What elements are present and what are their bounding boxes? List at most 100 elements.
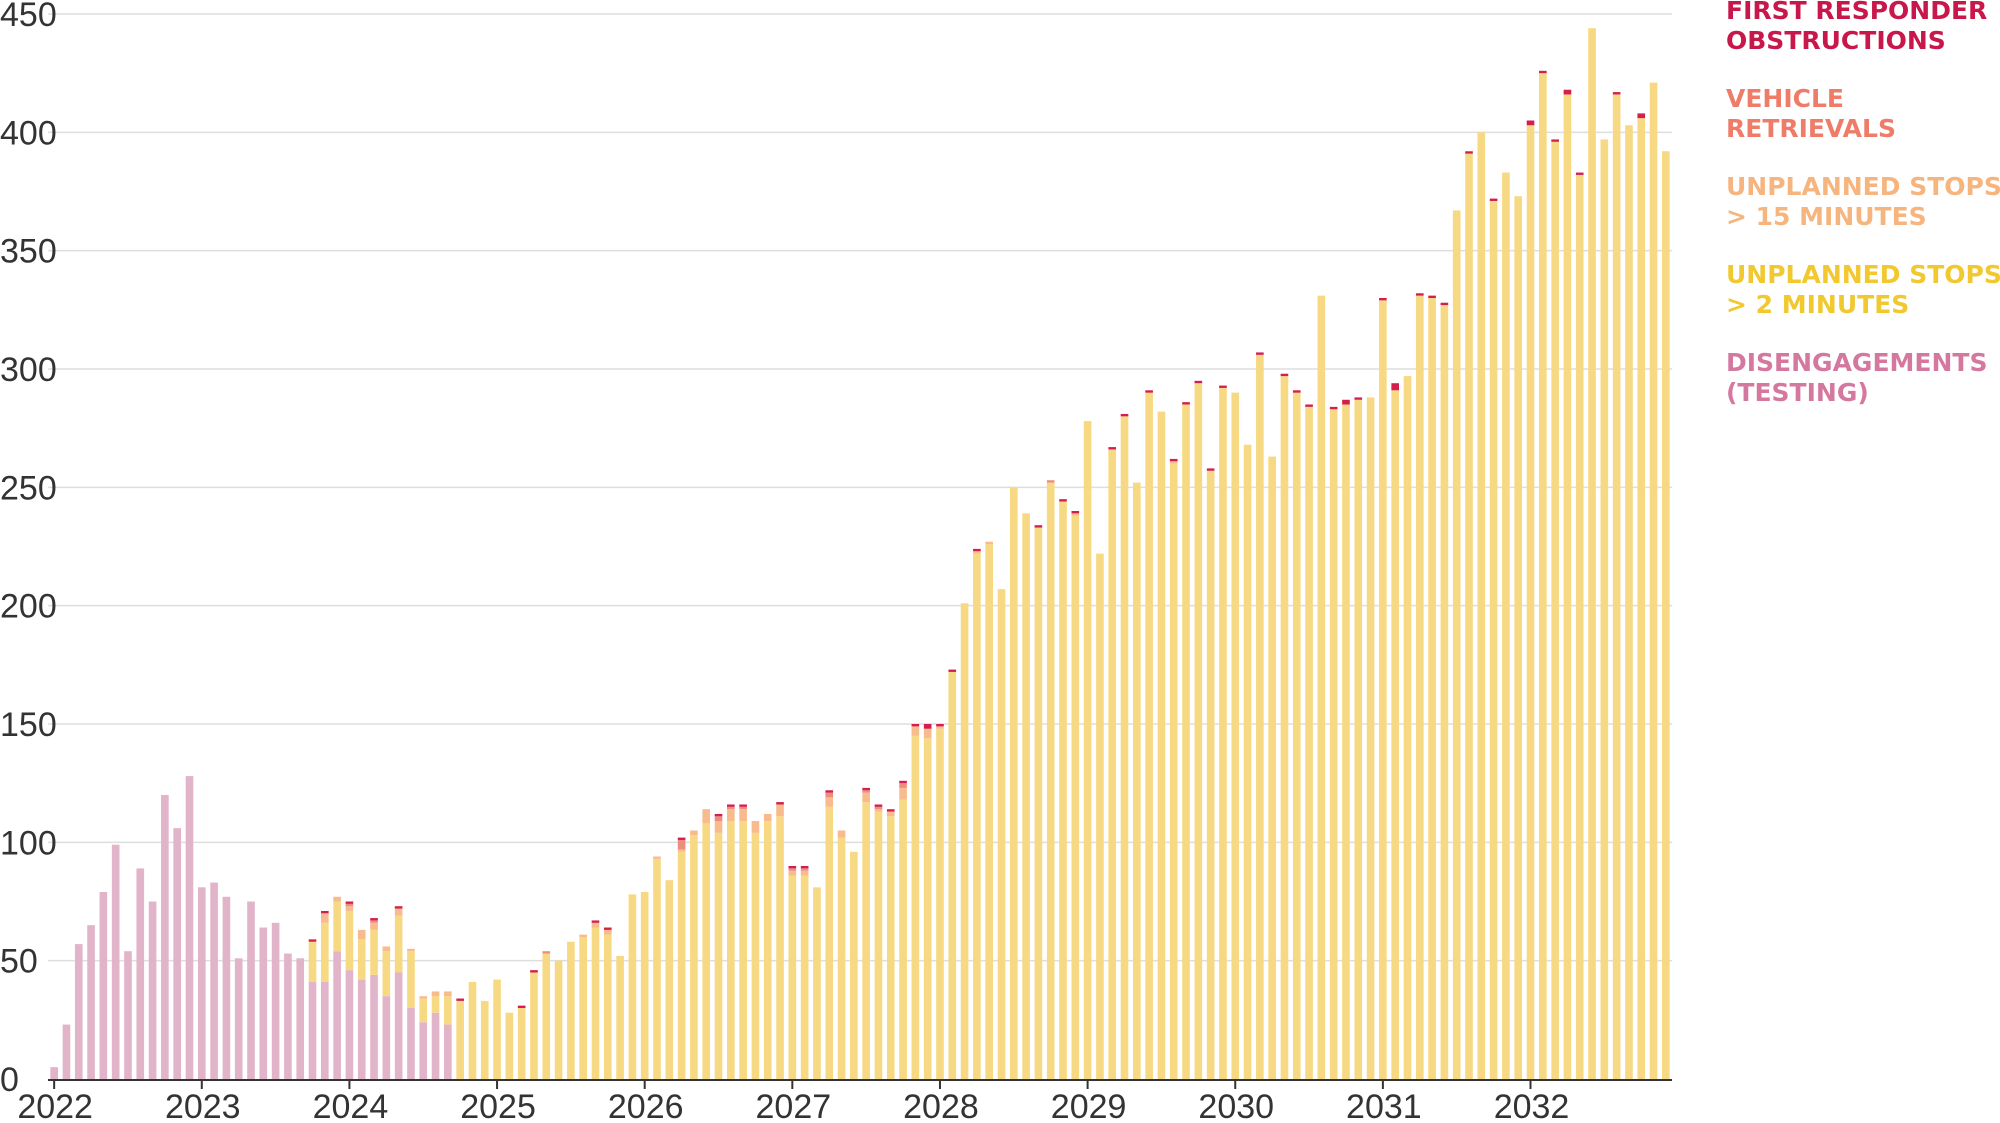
bar-stops_2-35 — [480, 1000, 489, 1079]
bar-stops_15-68 — [886, 811, 895, 817]
bar-stops_2-105 — [1342, 404, 1350, 1079]
bar-retrievals-60 — [788, 868, 797, 871]
bar-stops_2-91 — [1169, 463, 1178, 1079]
bar-stops_2-79 — [1022, 513, 1030, 1079]
bar-disengagements-21 — [308, 981, 317, 1079]
bar-stops_2-58 — [763, 821, 772, 1079]
bar-stops_15-30 — [419, 996, 428, 999]
bar-first_responder-121 — [1539, 70, 1547, 74]
bar-first_responder-100 — [1280, 373, 1289, 377]
bar-stops_15-76 — [985, 541, 993, 545]
bar-first_responder-82 — [1059, 499, 1067, 502]
bar-disengagements-18 — [271, 922, 280, 1079]
bar-disengagements-9 — [161, 795, 169, 1079]
bar-stops_15-61 — [800, 870, 809, 876]
y-tick-label-150: 150 — [0, 706, 57, 744]
bar-stops_15-51 — [677, 849, 686, 852]
bar-stops_2-106 — [1354, 399, 1363, 1079]
y-tick-labels: 0 50 100 150 200 250 300 350 400 450 — [0, 0, 57, 1099]
bar-disengagements-1 — [62, 1024, 71, 1079]
bar-first_responder-44 — [591, 920, 600, 923]
bar-stops_15-25 — [357, 929, 366, 940]
legend-text-first_responder-2: OBSTRUCTIONS — [1726, 26, 1946, 55]
bar-first_responder-28 — [394, 906, 403, 909]
bar-first_responder-38 — [517, 1005, 526, 1008]
y-tick-label-0: 0 — [0, 1061, 19, 1099]
bar-first_responder-21 — [308, 939, 317, 942]
bar-stops_2-100 — [1280, 376, 1289, 1080]
bar-stops_2-80 — [1034, 527, 1043, 1079]
bar-stops_2-102 — [1305, 406, 1313, 1079]
bar-stops_2-113 — [1440, 305, 1449, 1080]
bar-first_responder-87 — [1120, 413, 1129, 417]
bar-stops_2-96 — [1231, 392, 1240, 1079]
bar-disengagements-3 — [87, 925, 95, 1079]
legend-text-disengagements-2: (TESTING) — [1726, 378, 1869, 407]
bar-stops_2-114 — [1452, 210, 1461, 1079]
bar-stops_2-68 — [886, 816, 895, 1079]
legend-text-stops_2-1: UNPLANNED STOPS — [1726, 260, 2000, 289]
bar-first_responder-68 — [886, 809, 895, 812]
y-tick-label-250: 250 — [0, 469, 57, 507]
bar-first_responder-73 — [948, 669, 957, 672]
bar-first_responder-63 — [825, 790, 834, 793]
legend-text-disengagements-1: DISENGAGEMENTS — [1726, 348, 1987, 377]
bar-first_responder-101 — [1292, 390, 1301, 393]
bar-stops_15-55 — [727, 809, 735, 822]
bar-stops_15-64 — [837, 830, 846, 838]
bar-disengagements-20 — [296, 958, 305, 1079]
bar-first_responder-67 — [874, 804, 883, 807]
bar-stops_2-40 — [542, 953, 551, 1079]
bar-stops_2-89 — [1145, 392, 1153, 1079]
bar-retrievals-69 — [899, 783, 907, 788]
bar-stops_2-124 — [1575, 174, 1584, 1079]
bar-first_responder-105 — [1342, 399, 1350, 405]
bar-stops_2-60 — [788, 875, 797, 1079]
x-tick-label-2024: 2024 — [313, 1088, 389, 1123]
x-tick-label-2022: 2022 — [17, 1088, 93, 1123]
bar-first_responder-75 — [973, 548, 981, 552]
bar-stops_2-103 — [1317, 295, 1326, 1079]
legend-text-stops_2-2: > 2 MINUTES — [1726, 290, 1909, 319]
bar-stops_15-70 — [911, 726, 920, 736]
bar-disengagements-17 — [259, 927, 268, 1079]
bar-first_responder-111 — [1415, 293, 1424, 296]
bar-stops_2-74 — [960, 603, 969, 1079]
bar-disengagements-31 — [431, 1012, 440, 1079]
bar-stops_2-109 — [1391, 390, 1399, 1079]
bar-stops_2-112 — [1428, 298, 1436, 1079]
bar-disengagements-12 — [197, 887, 206, 1079]
bar-stops_2-36 — [493, 979, 501, 1079]
bar-stops_2-111 — [1415, 295, 1424, 1079]
bar-stops_2-23 — [333, 901, 341, 952]
bar-stops_2-29 — [407, 951, 415, 1008]
bar-stops_2-67 — [874, 811, 883, 1079]
bar-stops_2-122 — [1551, 141, 1559, 1080]
bar-first_responder-86 — [1108, 447, 1117, 450]
bar-stops_2-70 — [911, 735, 920, 1079]
y-tick-label-400: 400 — [0, 114, 57, 152]
bar-stops_2-84 — [1083, 421, 1092, 1079]
bar-disengagements-4 — [99, 892, 108, 1079]
bar-first_responder-26 — [370, 918, 378, 921]
bar-first_responder-113 — [1440, 302, 1449, 306]
bar-stops_2-110 — [1403, 376, 1412, 1080]
bar-stops_2-52 — [690, 835, 698, 1079]
y-tick-label-300: 300 — [0, 351, 57, 389]
legend-text-stops_15-2: > 15 MINUTES — [1726, 202, 1927, 231]
bar-stops_2-54 — [714, 832, 723, 1079]
bar-stops_2-41 — [554, 960, 563, 1079]
bar-stops_2-117 — [1489, 200, 1498, 1080]
bar-first_responder-60 — [788, 866, 797, 869]
bar-first_responder-70 — [911, 724, 920, 727]
bar-stops_15-69 — [899, 787, 907, 800]
bars — [50, 28, 1670, 1080]
bar-stops_2-62 — [813, 887, 821, 1079]
bar-retrievals-51 — [677, 839, 686, 850]
bar-stops_2-50 — [665, 880, 674, 1079]
legend-text-retrievals-2: RETRIEVALS — [1726, 114, 1896, 143]
bar-disengagements-28 — [394, 972, 403, 1079]
bar-first_responder-106 — [1354, 397, 1363, 400]
